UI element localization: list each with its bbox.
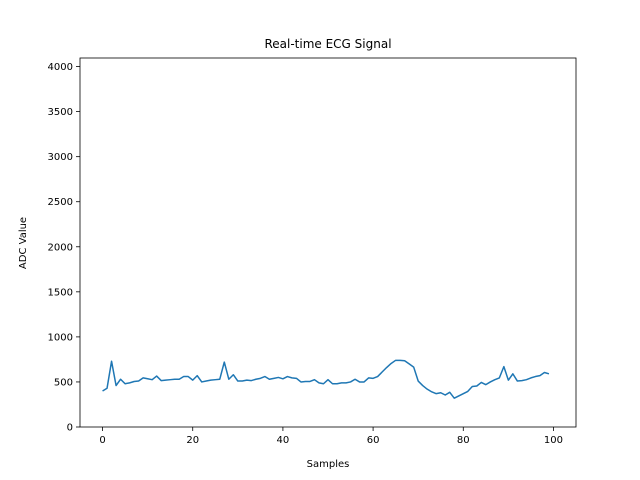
series-line-0 <box>102 359 550 399</box>
y-tick-label: 500 <box>54 377 73 388</box>
y-tick-label: 3000 <box>48 152 73 163</box>
chart-title: Real-time ECG Signal <box>264 37 391 51</box>
x-tick-label: 0 <box>99 435 105 446</box>
y-tick-label: 2000 <box>48 242 73 253</box>
plot-area <box>79 57 577 428</box>
y-tick-label: 1500 <box>48 287 73 298</box>
x-axis: 0 20 40 60 80 100 <box>99 427 563 446</box>
y-tick-label: 1000 <box>48 332 73 343</box>
x-tick-label: 60 <box>367 435 380 446</box>
y-tick-label: 3500 <box>48 107 73 118</box>
y-axis-label: ADC Value <box>18 217 29 269</box>
y-axis: 0 500 1000 1500 2000 2500 3000 3500 4000 <box>48 62 80 434</box>
y-tick-label: 4000 <box>48 62 73 73</box>
x-axis-label: Samples <box>307 459 350 470</box>
axes-frame <box>79 57 577 428</box>
y-tick-label: 0 <box>67 423 73 434</box>
x-tick-label: 80 <box>457 435 470 446</box>
x-tick-label: 20 <box>186 435 199 446</box>
x-tick-label: 40 <box>277 435 290 446</box>
y-tick-label: 2500 <box>48 197 73 208</box>
x-tick-label: 100 <box>544 435 563 446</box>
